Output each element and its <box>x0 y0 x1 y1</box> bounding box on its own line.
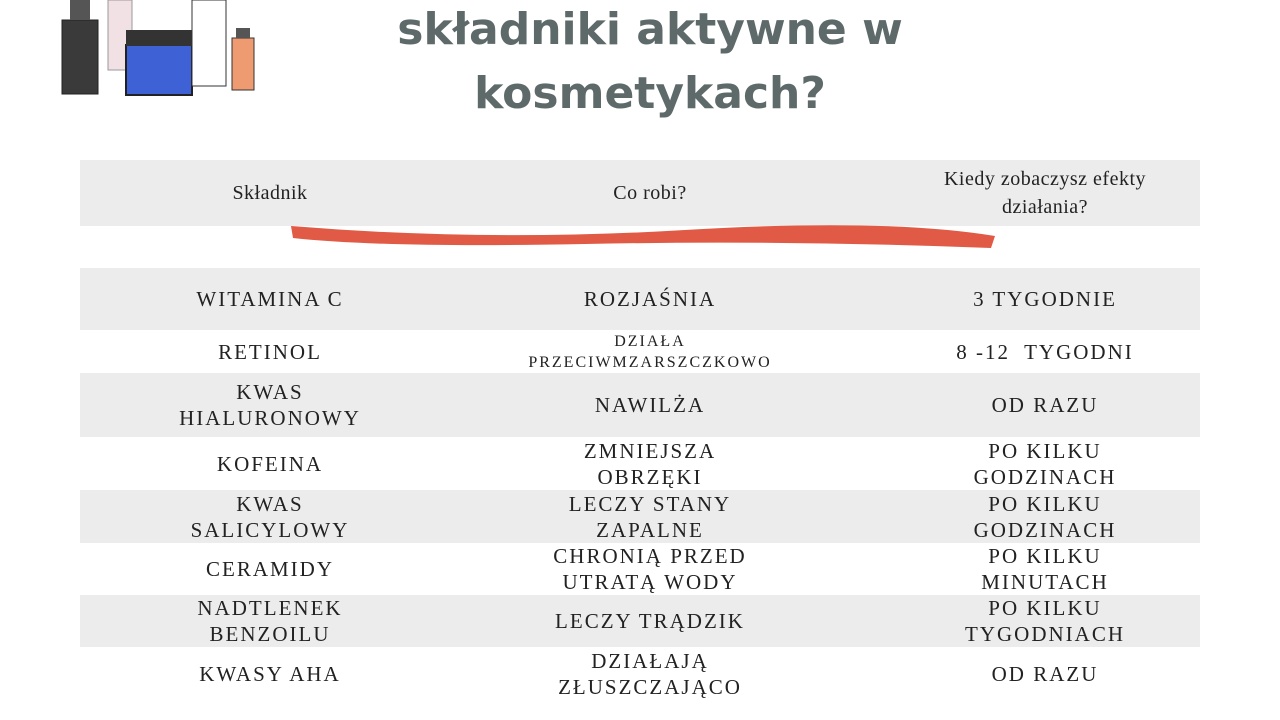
cell: OD RAZU <box>860 647 1230 700</box>
cell: KWAS SALICYLOWY <box>80 490 460 543</box>
cell-text: KWASY AHA <box>199 661 341 686</box>
cell-text: LECZY TRĄDZIK <box>555 609 745 633</box>
cell-text: DZIAŁA <box>614 332 686 350</box>
cell-text: PRZECIWMZARSZCZKOWO <box>528 353 772 371</box>
cell-text: KOFEINA <box>216 451 324 476</box>
brush-stroke <box>291 225 995 248</box>
cell: OD RAZU <box>860 373 1230 437</box>
cell-text: ZMNIEJSZA <box>583 438 717 463</box>
cell-text: 3 TYGODNIE <box>973 287 1117 311</box>
cell-text: TYGODNIACH <box>965 622 1125 646</box>
cell-text: ZŁUSZCZAJĄCO <box>558 674 742 699</box>
cell: LECZY TRĄDZIK <box>420 595 880 647</box>
cell: NADTLENEK BENZOILU <box>80 595 460 647</box>
cell: KOFEINA <box>80 437 460 490</box>
cell: LECZY STANY ZAPALNE <box>420 490 880 543</box>
cell: 8 -12 TYGODNI <box>860 330 1230 373</box>
cell-text: MINUTACH <box>981 570 1109 594</box>
cell: DZIAŁAJĄ ZŁUSZCZAJĄCO <box>420 647 880 700</box>
cell: Co robi? <box>420 160 880 226</box>
cell: CHRONIĄ PRZED UTRATĄ WODY <box>420 543 880 595</box>
cell-text: BENZOILU <box>209 622 331 646</box>
cell: KWAS HIALURONOWY <box>80 373 460 437</box>
cell-text: CERAMIDY <box>205 557 334 581</box>
cell: PO KILKU GODZINACH <box>860 490 1230 543</box>
cell-text: GODZINACH <box>973 464 1117 489</box>
cell-text: OD RAZU <box>991 661 1099 686</box>
cell-text: działania? <box>1001 196 1089 218</box>
cell-text: PO KILKU <box>988 544 1102 568</box>
cell: PO KILKU GODZINACH <box>860 437 1230 490</box>
cell: PO KILKU MINUTACH <box>860 543 1230 595</box>
title-line: składniki aktywne w <box>397 4 903 55</box>
cell-text: SALICYLOWY <box>190 517 350 542</box>
title-line: kosmetykach? <box>474 68 826 119</box>
cell-text: DZIAŁAJĄ <box>591 648 709 673</box>
cell: Kiedy zobaczysz efekty działania? <box>860 160 1230 226</box>
cell-text: CHRONIĄ PRZED <box>553 544 747 568</box>
header-row: Składnik Co robi? Kiedy zobaczysz efekty dz… <box>80 160 1200 226</box>
cell-text: ROZJAŚNIA <box>583 287 717 311</box>
cell: ZMNIEJSZA OBRZĘKI <box>420 437 880 490</box>
table-row: KWAS HIALURONOWY NAWILŻA OD RAZU <box>80 373 1200 437</box>
cell-text: Kiedy zobaczysz efekty <box>943 168 1146 190</box>
table-row: CERAMIDY CHRONIĄ PRZED UTRATĄ WODY PO KILKU… <box>80 543 1200 595</box>
cell: ROZJAŚNIA <box>420 268 880 330</box>
cell-text: PO KILKU <box>988 596 1102 620</box>
cell-text: WITAMINA C <box>196 287 344 311</box>
cell: NAWILŻA <box>420 373 880 437</box>
cell: Składnik <box>80 160 460 226</box>
cell-text: Co robi? <box>613 182 687 204</box>
cell: WITAMINA C <box>80 268 460 330</box>
cell-text: HIALURONOWY <box>179 406 361 430</box>
cell-text: NADTLENEK <box>197 596 343 620</box>
cell-text: LECZY STANY <box>568 491 732 516</box>
cell: 3 TYGODNIE <box>860 268 1230 330</box>
cell-text: PO KILKU <box>988 438 1102 463</box>
cell-text: RETINOL <box>218 339 322 364</box>
cell-text: GODZINACH <box>973 517 1117 542</box>
cell-text: NAWILŻA <box>594 393 706 417</box>
cell: CERAMIDY <box>80 543 460 595</box>
cell: PO KILKU TYGODNIACH <box>860 595 1230 647</box>
cell-text: 8 -12 TYGODNI <box>956 339 1134 364</box>
cell-text: OBRZĘKI <box>597 464 703 489</box>
cell-text: PO KILKU <box>988 491 1102 516</box>
table-row: KWAS SALICYLOWY LECZY STANY ZAPALNE PO KILKU… <box>80 490 1200 543</box>
table-row: NADTLENEK BENZOILU LECZY TRĄDZIK PO KILKU TY… <box>80 595 1200 647</box>
cell-text: KWAS <box>236 491 304 516</box>
cell-text: ZAPALNE <box>596 517 704 542</box>
cell-text: OD RAZU <box>991 393 1099 417</box>
cell-text: KWAS <box>236 380 304 404</box>
cell: RETINOL <box>80 330 460 373</box>
header-band <box>80 160 1200 226</box>
table-row: RETINOL DZIAŁA PRZECIWMZARSZCZKOWO 8 -12 TY… <box>80 330 1200 373</box>
cell: DZIAŁA PRZECIWMZARSZCZKOWO <box>420 330 880 373</box>
table-row: WITAMINA C ROZJAŚNIA 3 TYGODNIE <box>80 268 1200 330</box>
cell: KWASY AHA <box>80 647 460 700</box>
bottles-illustration <box>61 0 255 96</box>
table-row: KWASY AHA DZIAŁAJĄ ZŁUSZCZAJĄCO OD RAZU <box>80 647 1200 700</box>
table-row: KOFEINA ZMNIEJSZA OBRZĘKI PO KILKU GODZINACH <box>80 437 1200 490</box>
cell-text: Składnik <box>232 182 308 204</box>
cell-text: UTRATĄ WODY <box>562 570 738 594</box>
